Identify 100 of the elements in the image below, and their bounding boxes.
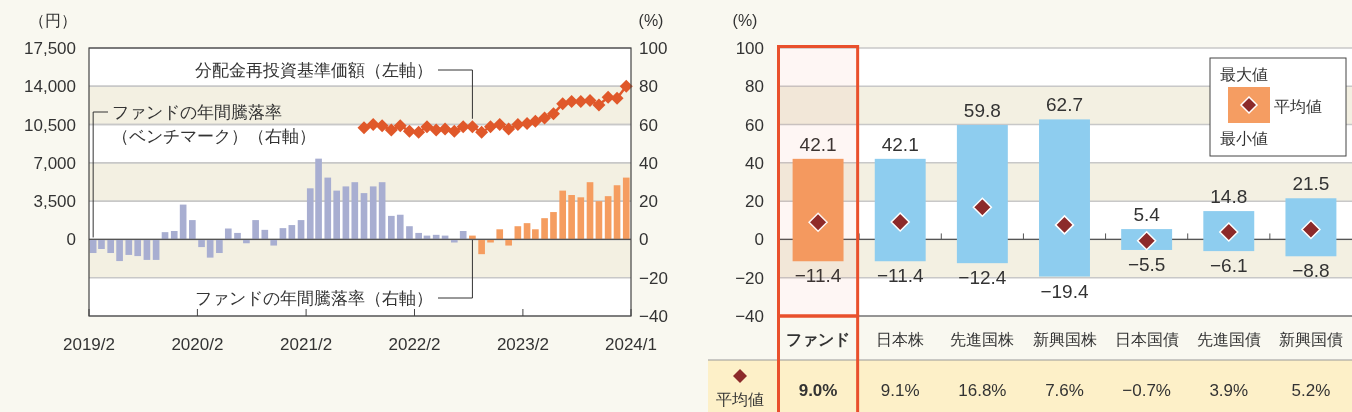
- y2-tick-label: 80: [639, 77, 658, 97]
- point: [465, 120, 479, 134]
- point: [574, 95, 588, 109]
- bar: [874, 158, 926, 262]
- point: [583, 94, 597, 108]
- point: [402, 124, 416, 138]
- point: [546, 107, 560, 121]
- y-tick-label: 80: [745, 77, 764, 97]
- point: [592, 98, 606, 112]
- point: [393, 119, 407, 133]
- y2-tick-label: 60: [639, 115, 658, 135]
- point: [890, 212, 910, 232]
- bar: [432, 234, 440, 240]
- point: [610, 91, 624, 105]
- y-tick-label: −40: [735, 307, 764, 326]
- bar: [532, 229, 539, 240]
- data-label: 5.2%: [1291, 381, 1331, 400]
- x-tick-label: 2020/2: [171, 335, 224, 354]
- annotation: 42.1: [799, 133, 837, 155]
- bar: [252, 220, 259, 240]
- bar: [406, 226, 413, 240]
- bar: [378, 182, 386, 240]
- y2-tick-label: 20: [639, 192, 658, 212]
- bar: [415, 232, 422, 240]
- y-tick-label: 10,500: [24, 115, 76, 135]
- bar: [622, 177, 630, 240]
- point: [357, 121, 371, 135]
- annotation: 62.7: [1046, 94, 1083, 116]
- point: [456, 120, 470, 134]
- bar: [369, 186, 377, 240]
- x-tick-label: 新興国株: [1032, 331, 1097, 348]
- y-axis-title: (%): [732, 12, 758, 29]
- bar: [1203, 211, 1255, 252]
- point: [475, 125, 489, 139]
- bar: [116, 239, 123, 262]
- bar: [541, 218, 548, 240]
- series-label: ファンドの年間騰落率（ベンチマーク）（右軸）: [112, 103, 316, 146]
- y-axis-title: （円）: [29, 12, 77, 29]
- annotation: 21.5: [1292, 173, 1330, 195]
- annotation: −6.1: [1210, 255, 1248, 277]
- y-tick-label: −20: [735, 268, 764, 288]
- point: [619, 79, 633, 93]
- bar: [324, 177, 332, 240]
- x-tick-label: 2024/1: [605, 335, 657, 354]
- point: [1054, 215, 1075, 235]
- data-label: 7.6%: [1045, 381, 1084, 400]
- point: [375, 119, 389, 133]
- bar: [270, 239, 278, 246]
- y-tick-label: 17,500: [24, 39, 76, 58]
- annotation: 5.4: [1133, 204, 1161, 226]
- bar: [224, 228, 232, 240]
- x-tick-label: 2023/2: [496, 335, 549, 354]
- point: [538, 111, 552, 125]
- y-tick-label: 20: [745, 192, 764, 212]
- bar: [234, 232, 241, 240]
- bar: [134, 239, 142, 257]
- x-tick-label: 先進国株: [950, 331, 1015, 348]
- point: [1136, 231, 1157, 251]
- y2-tick-label: −20: [639, 268, 668, 288]
- bar: [198, 239, 205, 248]
- bar: [956, 124, 1008, 264]
- bar: [505, 239, 512, 246]
- point: [808, 212, 828, 232]
- point: [420, 120, 434, 134]
- y-tick-label: 0: [66, 230, 76, 250]
- bar: [170, 231, 178, 240]
- point: [565, 95, 579, 109]
- y-tick-label: 14,000: [24, 77, 76, 97]
- annotation: −11.4: [876, 265, 924, 287]
- y2-tick-label: 40: [639, 153, 658, 173]
- x-tick-label: 先進国債: [1196, 331, 1261, 348]
- y-tick-label: 100: [735, 39, 764, 58]
- bar: [1285, 198, 1337, 257]
- bar: [550, 212, 557, 240]
- x-tick-label: ファンド: [786, 331, 851, 348]
- bar: [478, 239, 485, 255]
- annotation: 最小値: [1220, 130, 1268, 147]
- bar: [586, 182, 594, 240]
- text: 平均値: [716, 391, 764, 408]
- point: [484, 120, 498, 134]
- point: [972, 197, 993, 218]
- point: [502, 122, 516, 136]
- annotation: 14.8: [1210, 186, 1248, 208]
- data-label: 9.0%: [798, 381, 838, 400]
- bar: [496, 229, 504, 240]
- text: 分配金再投資基準価額（左軸）: [195, 61, 433, 80]
- point: [493, 118, 507, 132]
- point: [556, 97, 570, 111]
- point: [528, 114, 542, 128]
- bar: [613, 185, 621, 240]
- point: [438, 122, 452, 136]
- annotation: −12.4: [958, 267, 1007, 289]
- x-tick-label: 2019/2: [63, 335, 115, 354]
- x-tick-label: 2022/2: [388, 335, 441, 354]
- point: [384, 123, 398, 137]
- bar: [1039, 119, 1090, 277]
- bar: [388, 215, 395, 240]
- annotation: −11.4: [794, 265, 842, 287]
- bar: [396, 214, 404, 240]
- bar: [792, 158, 844, 262]
